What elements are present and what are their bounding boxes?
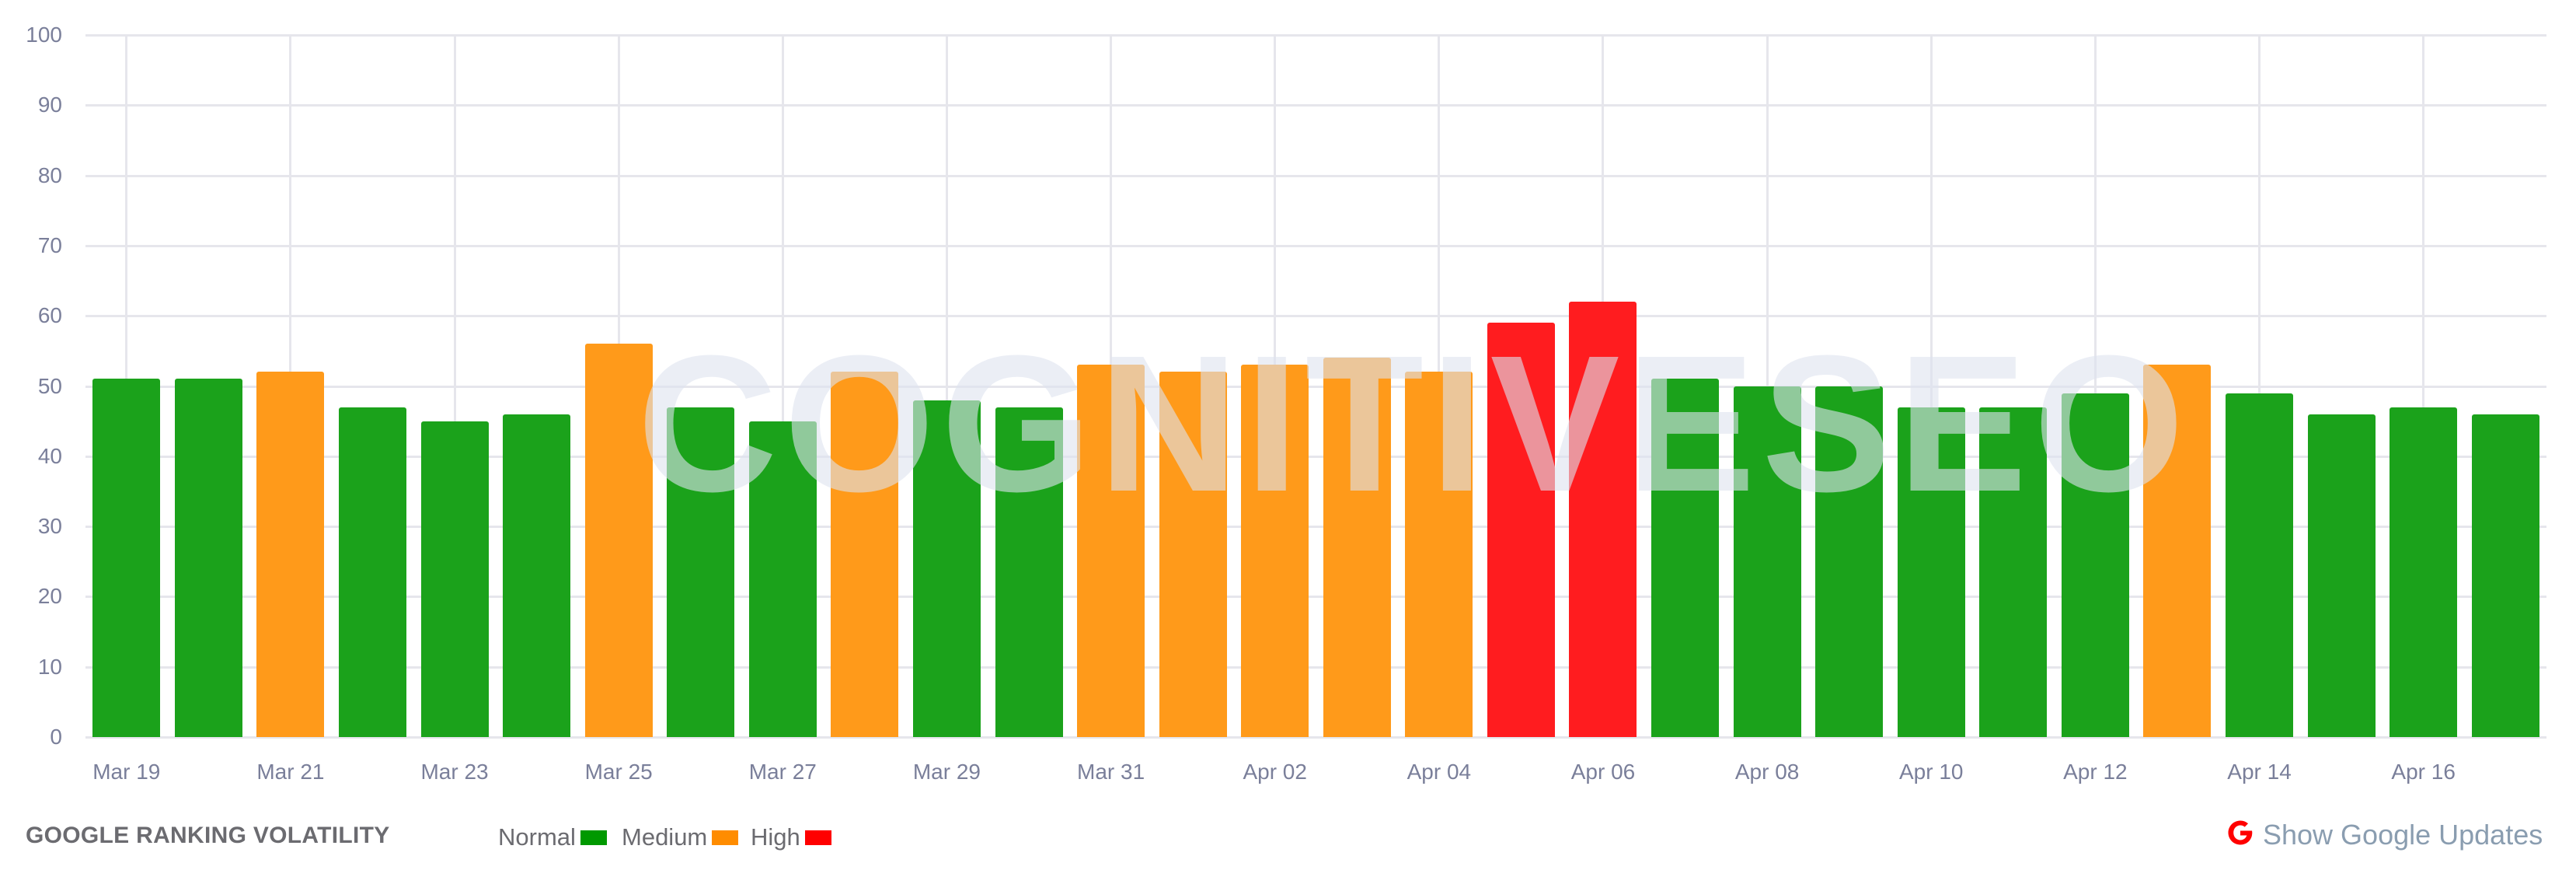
v-gridline: [945, 35, 948, 737]
legend-label: Medium: [622, 823, 708, 851]
bar-normal[interactable]: [1733, 386, 1801, 737]
bar-medium[interactable]: [1077, 365, 1145, 737]
bar-normal[interactable]: [2307, 414, 2376, 737]
y-tick-label: 70: [37, 232, 62, 257]
y-tick-label: 60: [37, 303, 62, 328]
y-tick-label: 40: [37, 443, 62, 468]
bar-normal[interactable]: [174, 379, 242, 737]
bar-normal[interactable]: [1979, 407, 2048, 737]
h-gridline: [85, 526, 2546, 529]
bar-normal[interactable]: [92, 379, 161, 737]
h-gridline: [85, 104, 2546, 107]
legend-high[interactable]: High: [751, 823, 831, 851]
volatility-chart: COGNITIVESEO 0 10 20 30 40 50 60 70 80 90 100 Mar …: [26, 23, 2546, 784]
y-tick-label: 30: [37, 514, 62, 539]
h-gridline: [85, 596, 2546, 599]
y-tick-label: 100: [26, 23, 62, 47]
x-tick-label: Mar 27: [748, 760, 817, 784]
v-gridline: [453, 35, 456, 737]
v-gridline: [2258, 35, 2261, 737]
x-tick-label: Apr 14: [2227, 760, 2292, 784]
bar-normal[interactable]: [2471, 414, 2539, 737]
bar-normal[interactable]: [2390, 407, 2458, 737]
google-g-icon: [2226, 818, 2255, 851]
v-gridline: [2422, 35, 2425, 737]
x-tick-label: Apr 04: [1407, 760, 1472, 784]
v-gridline: [1929, 35, 1933, 737]
legend-swatch-medium: [712, 830, 739, 845]
bar-normal[interactable]: [503, 414, 571, 737]
show-google-updates-label: Show Google Updates: [2263, 818, 2543, 851]
bar-medium[interactable]: [1405, 372, 1473, 737]
bar-normal[interactable]: [2061, 393, 2129, 737]
y-tick-label: 0: [50, 725, 62, 749]
bar-normal[interactable]: [748, 421, 817, 737]
bar-medium[interactable]: [831, 372, 899, 737]
x-tick-label: Mar 25: [584, 760, 653, 784]
x-tick-label: Mar 21: [256, 760, 325, 784]
x-tick-label: Mar 23: [420, 760, 489, 784]
h-gridline: [85, 385, 2546, 388]
bar-normal[interactable]: [1815, 386, 1884, 737]
bar-normal[interactable]: [2226, 393, 2294, 737]
legend-label: High: [751, 823, 800, 851]
x-tick-label: Mar 19: [92, 760, 161, 784]
bar-medium[interactable]: [256, 372, 325, 737]
v-gridline: [2093, 35, 2097, 737]
x-tick-label: Apr 02: [1243, 760, 1307, 784]
bar-normal[interactable]: [667, 407, 735, 737]
legend-medium[interactable]: Medium: [622, 823, 739, 851]
x-tick-label: Apr 16: [2391, 760, 2456, 784]
bar-medium[interactable]: [584, 344, 653, 737]
chart-title: GOOGLE RANKING VOLATILITY: [26, 823, 390, 848]
bar-high[interactable]: [1569, 302, 1637, 737]
y-tick-label: 10: [37, 654, 62, 679]
x-tick-label: Apr 12: [2063, 760, 2128, 784]
y-tick-label: 80: [37, 162, 62, 187]
bar-normal[interactable]: [912, 400, 981, 737]
h-gridline: [85, 315, 2546, 318]
x-tick-label: Apr 10: [1899, 760, 1964, 784]
h-gridline: [85, 666, 2546, 669]
h-gridline: [85, 34, 2546, 37]
h-gridline: [85, 174, 2546, 177]
bar-medium[interactable]: [1241, 365, 1309, 737]
v-gridline: [781, 35, 784, 737]
legend-label: Normal: [498, 823, 576, 851]
legend-swatch-high: [804, 830, 831, 845]
y-tick-label: 50: [37, 373, 62, 398]
legend-swatch-normal: [580, 830, 607, 845]
h-gridline: [85, 455, 2546, 458]
x-tick-label: Mar 29: [912, 760, 981, 784]
h-gridline: [85, 736, 2546, 739]
x-tick-label: Apr 08: [1734, 760, 1800, 784]
bar-normal[interactable]: [420, 421, 489, 737]
y-tick-label: 90: [37, 93, 62, 117]
bar-medium[interactable]: [1323, 358, 1391, 737]
x-tick-label: Mar 31: [1077, 760, 1145, 784]
bar-medium[interactable]: [2143, 365, 2212, 737]
bar-high[interactable]: [1487, 323, 1555, 737]
legend-normal[interactable]: Normal: [498, 823, 607, 851]
bar-normal[interactable]: [1897, 407, 1965, 737]
h-gridline: [85, 244, 2546, 247]
bar-normal[interactable]: [995, 407, 1063, 737]
bar-normal[interactable]: [1651, 379, 1720, 737]
y-tick-label: 20: [37, 584, 62, 609]
bar-medium[interactable]: [1159, 372, 1227, 737]
x-tick-label: Apr 06: [1570, 760, 1636, 784]
bar-normal[interactable]: [338, 407, 406, 737]
show-google-updates-button[interactable]: Show Google Updates: [2226, 818, 2543, 851]
